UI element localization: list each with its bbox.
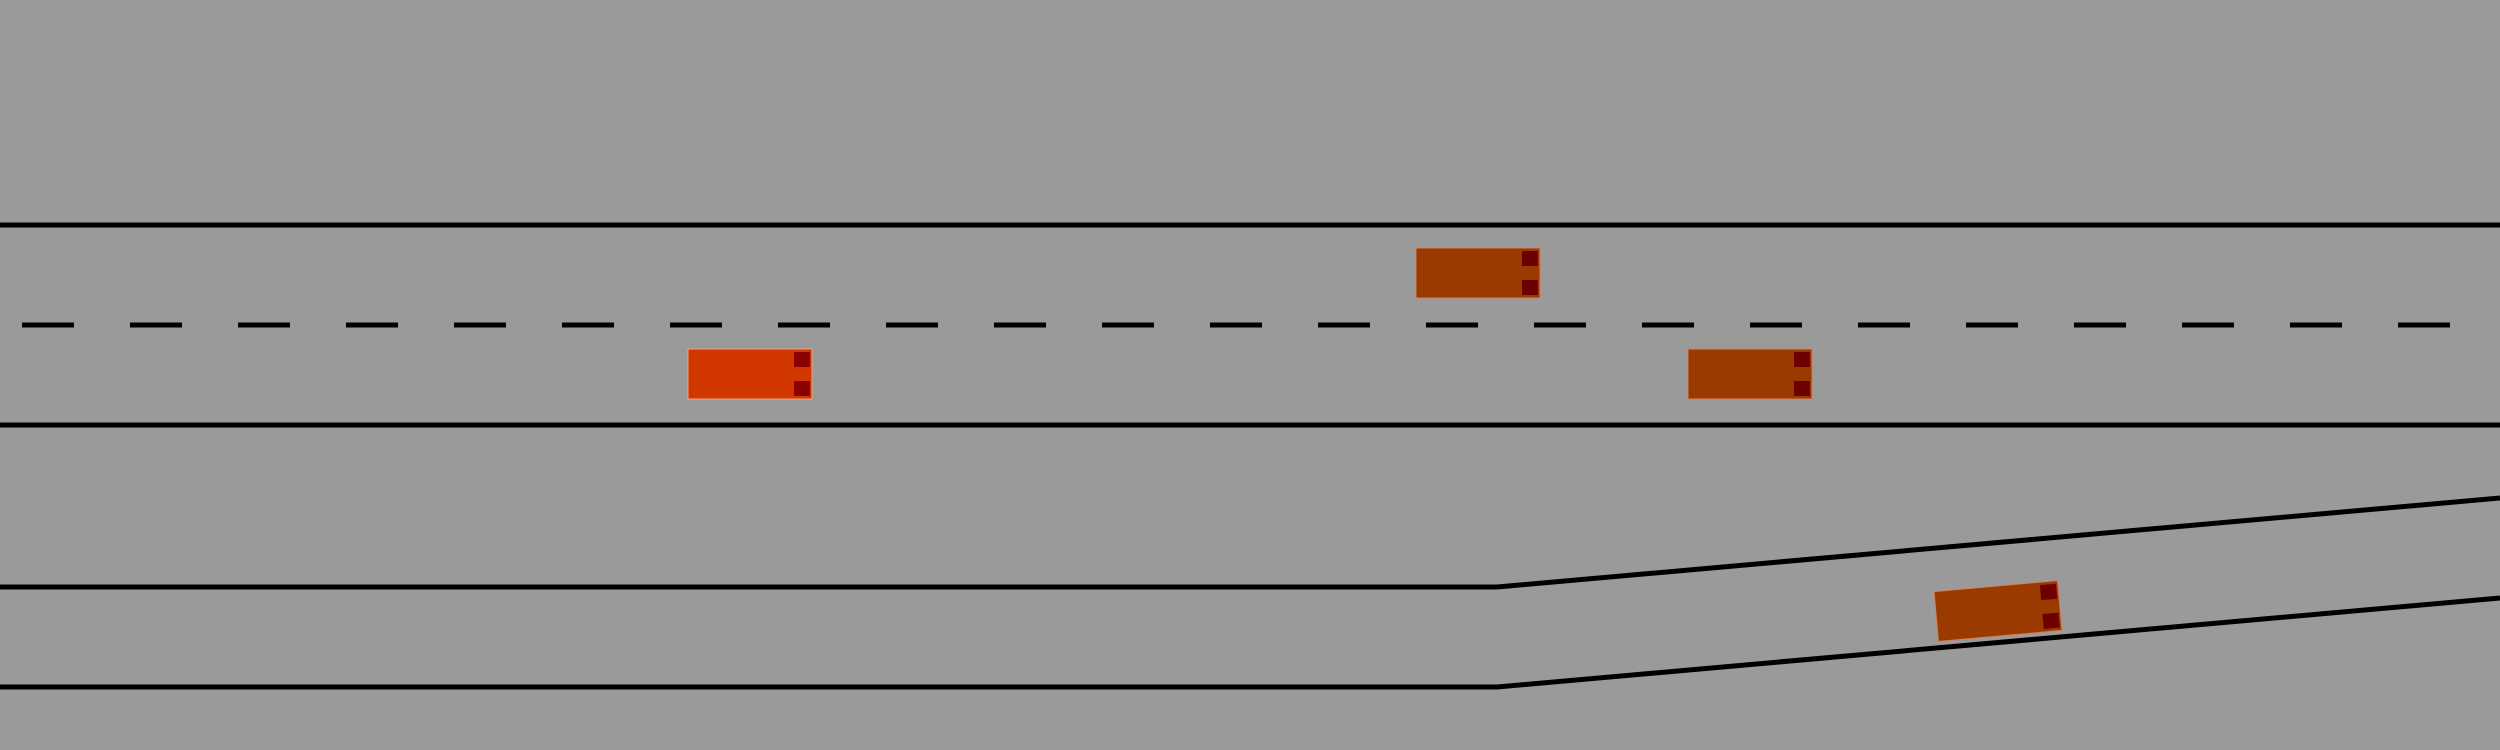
vehicle-upper-lane-headlight-left — [1522, 251, 1538, 266]
ramp-lower-edge-line — [0, 595, 2500, 690]
vehicle-on-ramp — [1933, 580, 2063, 642]
vehicle-on-ramp-body — [1933, 580, 2063, 642]
vehicle-lower-lane-ahead-headlight-left — [1794, 352, 1810, 367]
vehicle-upper-lane — [1415, 247, 1541, 299]
ramp-upper-edge-line — [0, 495, 2500, 590]
ego-vehicle — [687, 348, 813, 400]
vehicle-upper-lane-headlight-right — [1522, 280, 1538, 295]
vehicle-upper-lane-body — [1415, 247, 1541, 299]
ego-vehicle-body — [687, 348, 813, 400]
vehicle-on-ramp-headlight-left — [2039, 583, 2058, 601]
vehicle-lower-lane-ahead — [1687, 348, 1813, 400]
vehicle-on-ramp-headlight-right — [2042, 612, 2060, 630]
ego-vehicle-headlight-right — [794, 381, 810, 396]
vehicle-lower-lane-ahead-body — [1687, 348, 1813, 400]
ego-vehicle-headlight-left — [794, 352, 810, 367]
vehicle-lower-lane-ahead-headlight-right — [1794, 381, 1810, 396]
